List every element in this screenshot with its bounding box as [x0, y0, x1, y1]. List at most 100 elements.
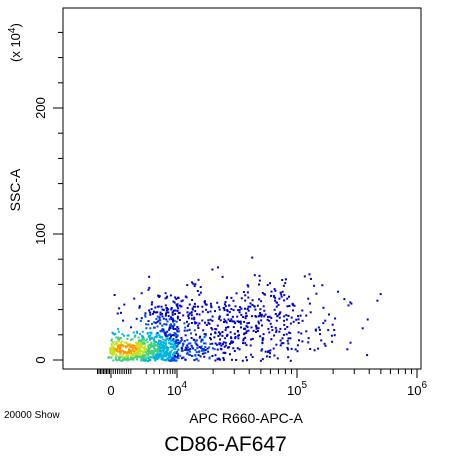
scatter-point: [199, 346, 202, 349]
scatter-point: [204, 333, 207, 336]
scatter-point: [147, 351, 150, 354]
scatter-point: [162, 317, 165, 320]
scatter-point: [138, 306, 141, 309]
scatter-point: [242, 316, 245, 318]
scatter-point: [223, 303, 226, 306]
scatter-point: [147, 346, 150, 349]
scatter-point: [160, 336, 163, 339]
scatter-point: [177, 312, 180, 314]
scatter-point: [162, 308, 165, 311]
scatter-point: [186, 325, 189, 327]
scatter-point: [210, 338, 212, 341]
scatter-point: [167, 356, 170, 359]
scatter-point: [268, 331, 271, 334]
scatter-point: [211, 268, 214, 271]
scatter-point: [197, 278, 200, 281]
scatter-point: [110, 339, 113, 342]
scatter-point: [239, 306, 242, 309]
scatter-point: [158, 350, 161, 353]
scatter-point: [210, 304, 213, 307]
scatter-point: [260, 315, 263, 318]
scatter-point: [273, 354, 276, 357]
scatter-point: [153, 339, 156, 342]
scatter-point: [167, 339, 170, 342]
scatter-point: [279, 339, 282, 342]
scatter-point: [244, 336, 247, 339]
scatter-point: [174, 328, 177, 330]
scatter-point: [194, 340, 197, 343]
scatter-point: [226, 313, 229, 316]
scatter-point: [333, 329, 336, 331]
scatter-point: [261, 342, 264, 345]
scatter-point: [155, 348, 158, 351]
scatter-point: [270, 290, 273, 293]
scatter-point: [156, 315, 159, 318]
scatter-point: [301, 319, 304, 322]
scatter-point: [289, 322, 292, 325]
scatter-point: [284, 328, 287, 331]
scatter-point: [280, 295, 283, 298]
scatter-point: [236, 320, 239, 323]
scatter-point: [186, 339, 189, 342]
scatter-point: [219, 338, 221, 341]
scatter-point: [229, 353, 231, 356]
scatter-point: [117, 358, 120, 361]
scatter-point: [143, 347, 146, 350]
scatter-point: [123, 334, 126, 337]
scatter-point: [142, 352, 145, 355]
scatter-point: [262, 305, 265, 308]
scatter-point: [157, 347, 160, 350]
scatter-point: [151, 301, 154, 304]
scatter-point: [147, 288, 150, 291]
scatter-point: [276, 314, 279, 317]
scatter-point: [159, 344, 162, 347]
scatter-point: [347, 304, 350, 307]
scatter-point: [158, 355, 161, 357]
scatter-point: [217, 306, 220, 309]
scatter-point: [189, 354, 192, 356]
scatter-point: [217, 331, 220, 334]
scatter-point: [198, 313, 201, 316]
scatter-point: [149, 359, 152, 362]
scatter-point: [281, 290, 284, 293]
scatter-point: [180, 347, 183, 350]
scatter-point: [190, 337, 193, 339]
scatter-point: [152, 344, 155, 347]
scatter-point: [218, 308, 221, 311]
scatter-point: [184, 349, 186, 351]
scatter-point: [197, 351, 200, 354]
scatter-point: [192, 305, 195, 308]
scatter-point: [203, 342, 206, 345]
scatter-point: [223, 321, 225, 323]
scatter-point: [269, 322, 272, 325]
scatter-point: [150, 336, 153, 339]
scatter-point: [279, 311, 282, 314]
scatter-point: [307, 337, 310, 340]
scatter-point: [226, 310, 229, 313]
scatter-point: [148, 309, 151, 312]
scatter-point: [217, 266, 219, 269]
scatter-point: [142, 337, 145, 340]
scatter-point: [120, 311, 122, 314]
scatter-point: [190, 332, 192, 335]
scatter-point: [129, 346, 132, 349]
scatter-point: [170, 307, 173, 309]
scatter-point: [366, 354, 369, 357]
scatter-point: [230, 296, 233, 299]
scatter-point: [290, 316, 293, 319]
scatter-point: [194, 322, 197, 325]
scatter-point: [171, 353, 174, 356]
scatter-point: [320, 339, 323, 342]
scatter-point: [148, 347, 151, 350]
scatter-point: [211, 347, 214, 350]
scatter-point: [194, 283, 197, 286]
scatter-point: [172, 325, 175, 328]
scatter-point: [189, 347, 192, 350]
scatter-point: [204, 334, 207, 337]
scatter-point: [170, 318, 173, 321]
scatter-point: [244, 299, 247, 302]
scatter-point: [116, 312, 119, 315]
scatter-point: [171, 326, 174, 329]
scatter-point: [248, 321, 250, 324]
scatter-point: [151, 354, 154, 357]
